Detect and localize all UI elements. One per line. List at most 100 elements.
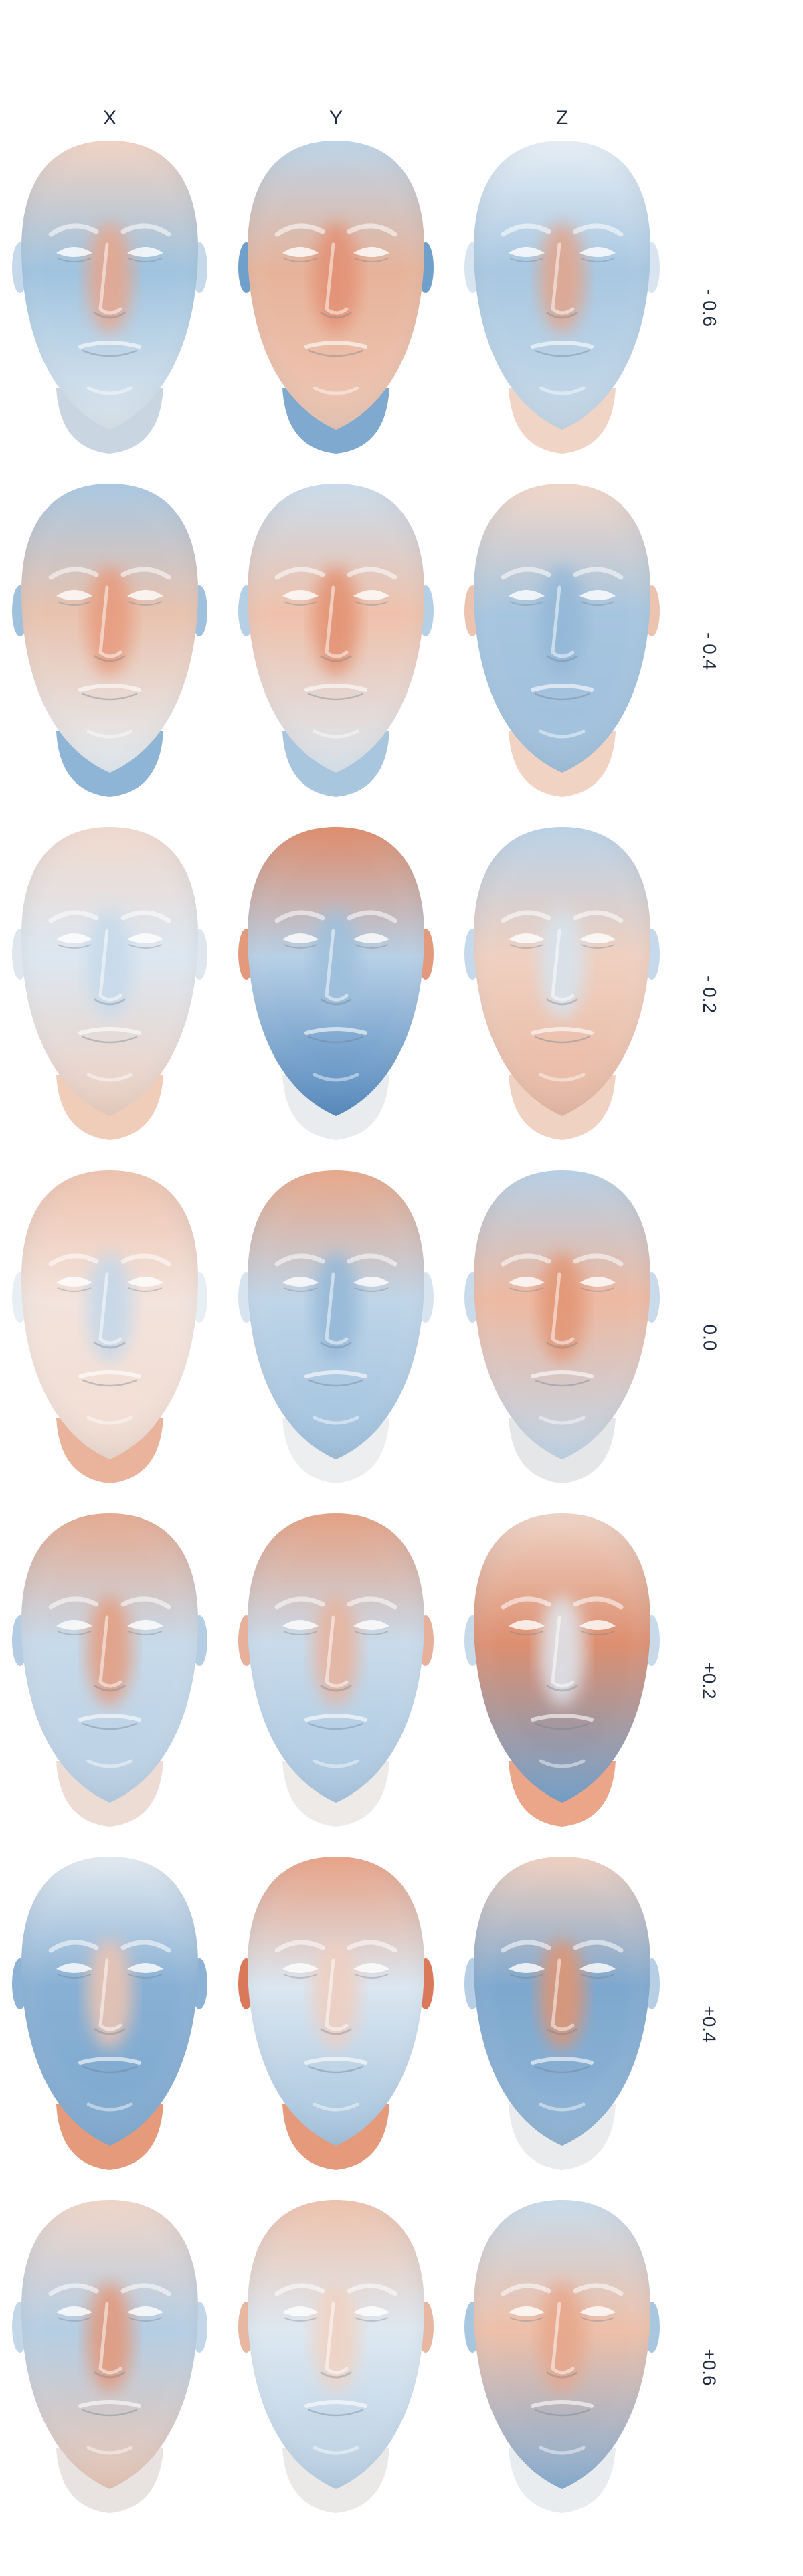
face-render (236, 1850, 436, 2185)
right-brow (120, 1253, 171, 1267)
mouth-line (534, 2065, 590, 2074)
head-shading (248, 484, 424, 773)
nostrils (94, 1342, 126, 1349)
nose-bridge (325, 1958, 349, 2031)
mouth-line (82, 1036, 138, 1044)
row-label: 0.0 (699, 1324, 720, 1351)
right-eye-shadow (580, 1974, 615, 1979)
face-render (236, 2193, 436, 2528)
nose-bridge (325, 242, 349, 315)
nose-bridge (551, 929, 575, 1002)
mouth-line (82, 2065, 138, 2074)
left-eye (282, 2306, 319, 2316)
upper-lip (304, 2400, 367, 2408)
upper-lip (304, 2057, 367, 2065)
nose-bridge (98, 1958, 122, 2031)
right-eye-shadow (128, 2317, 163, 2322)
nostrils (320, 2371, 352, 2379)
left-brow (274, 1940, 325, 1953)
left-brow (48, 1596, 99, 1610)
right-eye (353, 1963, 389, 1973)
left-eye (282, 1620, 319, 1630)
face-render (9, 2193, 210, 2528)
chin-highlight (539, 1073, 586, 1082)
right-eye (353, 933, 389, 943)
nostrils (320, 998, 352, 1006)
head-shading (21, 484, 198, 773)
column-header-z: Z (555, 107, 569, 129)
left-brow (48, 1940, 99, 1953)
left-eye (509, 933, 545, 943)
nostrils (546, 2028, 578, 2035)
nostrils (94, 312, 126, 319)
head-shading (248, 2200, 424, 2489)
upper-lip (304, 341, 367, 349)
upper-lip (304, 1714, 367, 1722)
chin-highlight (539, 729, 586, 739)
chin-highlight (86, 1073, 133, 1082)
left-eye-shadow (509, 258, 544, 262)
mouth-line (308, 2065, 364, 2074)
mouth-line (308, 349, 364, 357)
left-eye-shadow (283, 2317, 318, 2322)
chin-highlight (86, 729, 133, 739)
head-shading (474, 827, 650, 1116)
chin-highlight (313, 386, 359, 395)
left-eye (509, 1963, 545, 1973)
nostrils (546, 655, 578, 662)
nostrils (546, 1342, 578, 1349)
face-render (236, 1164, 436, 1498)
right-eye (127, 590, 163, 600)
mouth-line (308, 1036, 364, 1044)
right-eye (353, 247, 389, 257)
row-label: +0.2 (699, 1662, 720, 1699)
head-shading (21, 141, 198, 430)
right-eye (353, 2306, 389, 2316)
left-brow (501, 1940, 551, 1953)
mouth-line (82, 349, 138, 357)
mouth-line (82, 1722, 138, 1730)
nostrils (320, 2028, 352, 2035)
right-brow (573, 1253, 624, 1267)
mouth-line (534, 349, 590, 357)
right-brow (347, 1596, 397, 1610)
right-brow (120, 2283, 171, 2296)
left-eye-shadow (509, 1287, 544, 1292)
left-brow (48, 223, 99, 237)
face-render (9, 1850, 210, 2185)
left-eye-shadow (509, 944, 544, 949)
left-brow (501, 567, 551, 580)
left-eye-shadow (57, 601, 92, 606)
left-eye (509, 2306, 545, 2316)
face-render (462, 2193, 662, 2528)
left-eye-shadow (283, 601, 318, 606)
head-shading (474, 1513, 650, 1803)
nostrils (320, 1342, 352, 1349)
right-eye-shadow (128, 601, 163, 606)
column-header-y: Y (329, 107, 343, 129)
column-header-x: X (102, 107, 116, 129)
face-render (236, 1507, 436, 1841)
nostrils (94, 655, 126, 662)
chin-highlight (313, 1416, 359, 1425)
head-shading (248, 1170, 424, 1459)
right-eye-shadow (580, 258, 615, 262)
right-brow (347, 223, 397, 237)
upper-lip (78, 1027, 141, 1035)
left-eye-shadow (57, 2317, 92, 2322)
head-shading (21, 1857, 198, 2146)
nostrils (320, 655, 352, 662)
mouth-line (308, 2409, 364, 2417)
head-shading (248, 1513, 424, 1803)
upper-lip (78, 1714, 141, 1722)
upper-lip (304, 1027, 367, 1035)
mouth-line (534, 1036, 590, 1044)
left-eye-shadow (509, 1631, 544, 1635)
left-brow (274, 1596, 325, 1610)
mouth-line (308, 693, 364, 701)
right-eye-shadow (580, 601, 615, 606)
left-eye-shadow (57, 1287, 92, 1292)
left-eye (282, 590, 319, 600)
upper-lip (78, 341, 141, 349)
left-eye (282, 247, 319, 257)
